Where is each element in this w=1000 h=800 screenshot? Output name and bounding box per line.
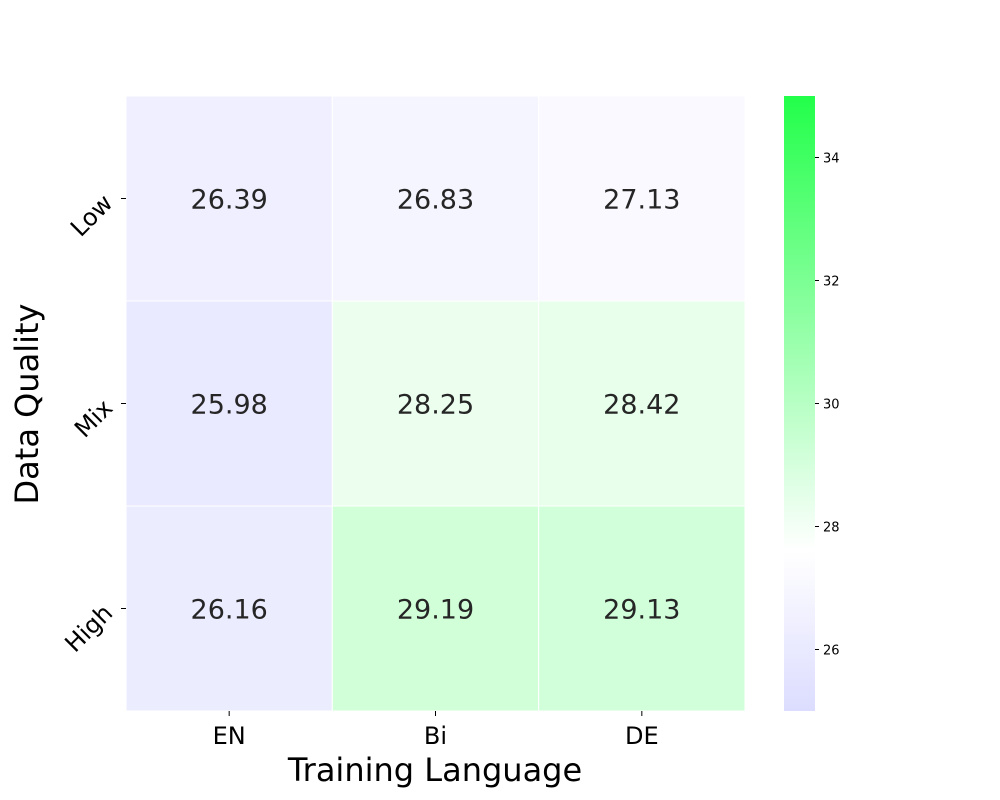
cell-value-label: 25.98 — [191, 390, 268, 421]
colorbar-tick-label: 28 — [823, 521, 840, 536]
cell-value-label: 28.25 — [397, 390, 474, 421]
heatmap-cells — [125, 95, 746, 712]
colorbar-tick-label: 26 — [823, 644, 840, 659]
cell-value-label: 26.39 — [191, 185, 268, 216]
y-axis-title: Data Quality — [8, 304, 46, 505]
colorbar: 26 28 30 32 34 — [784, 96, 840, 711]
heatmap-cell — [125, 300, 333, 507]
cell-value-label: 26.83 — [397, 185, 474, 216]
colorbar-gradient — [784, 96, 815, 711]
heatmap-cell — [125, 505, 333, 712]
y-axis-ticks: Low Mix High — [59, 189, 126, 658]
heatmap-cell — [331, 95, 540, 302]
y-tick-label: High — [59, 599, 118, 658]
heatmap-cell — [538, 95, 746, 302]
x-axis-ticks: EN Bi DE — [213, 711, 659, 750]
x-axis-title: Training Language — [287, 751, 582, 789]
colorbar-tick-label: 30 — [823, 398, 840, 413]
y-tick-label: Low — [65, 189, 118, 242]
x-tick-label: DE — [625, 722, 659, 750]
y-tick-label: Mix — [69, 394, 118, 443]
heatmap-cell — [538, 300, 746, 507]
cell-value-label: 26.16 — [191, 595, 268, 626]
colorbar-tick-label: 34 — [823, 152, 840, 167]
cell-value-label: 29.19 — [397, 595, 474, 626]
x-tick-label: Bi — [424, 722, 447, 750]
heatmap-cell — [331, 505, 540, 712]
cell-value-label: 29.13 — [603, 595, 680, 626]
heatmap-cell-labels: 26.39 26.83 27.13 25.98 28.25 28.42 26.16 29.19… — [191, 185, 681, 626]
cell-value-label: 27.13 — [603, 185, 680, 216]
cell-value-label: 28.42 — [603, 390, 680, 421]
heatmap-cell — [125, 95, 333, 302]
heatmap-cell — [331, 300, 540, 507]
colorbar-tick-label: 32 — [823, 275, 840, 290]
x-tick-label: EN — [213, 722, 246, 750]
